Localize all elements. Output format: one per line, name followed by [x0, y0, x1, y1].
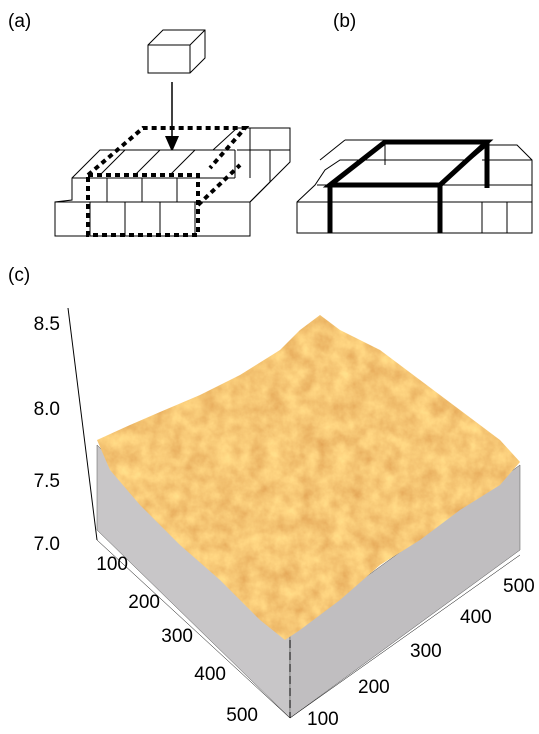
z-tick-label: 8.5 [34, 314, 60, 335]
diagram-a [55, 30, 290, 236]
x-tick-label: 200 [128, 592, 160, 613]
panel-label: (b) [333, 11, 356, 32]
y-tick-label: 100 [307, 709, 339, 729]
y-tick-label: 300 [410, 641, 442, 662]
x-tick-label: 100 [96, 554, 128, 575]
panel-label: (a) [8, 11, 31, 32]
figure: (a) (b) (c) [0, 0, 539, 729]
y-tick-label: 400 [460, 607, 492, 628]
x-tick-label: 500 [226, 705, 258, 726]
z-tick-label: 7.5 [34, 471, 60, 492]
x-tick-label: 300 [161, 626, 193, 647]
x-tick-label: 400 [194, 664, 226, 685]
y-tick-label: 200 [358, 677, 390, 698]
z-tick-label: 7.0 [34, 534, 60, 555]
panel-label: (c) [8, 265, 30, 286]
z-tick-label: 8.0 [34, 399, 60, 420]
diagram-b [297, 140, 532, 233]
y-tick-label: 500 [503, 576, 535, 597]
